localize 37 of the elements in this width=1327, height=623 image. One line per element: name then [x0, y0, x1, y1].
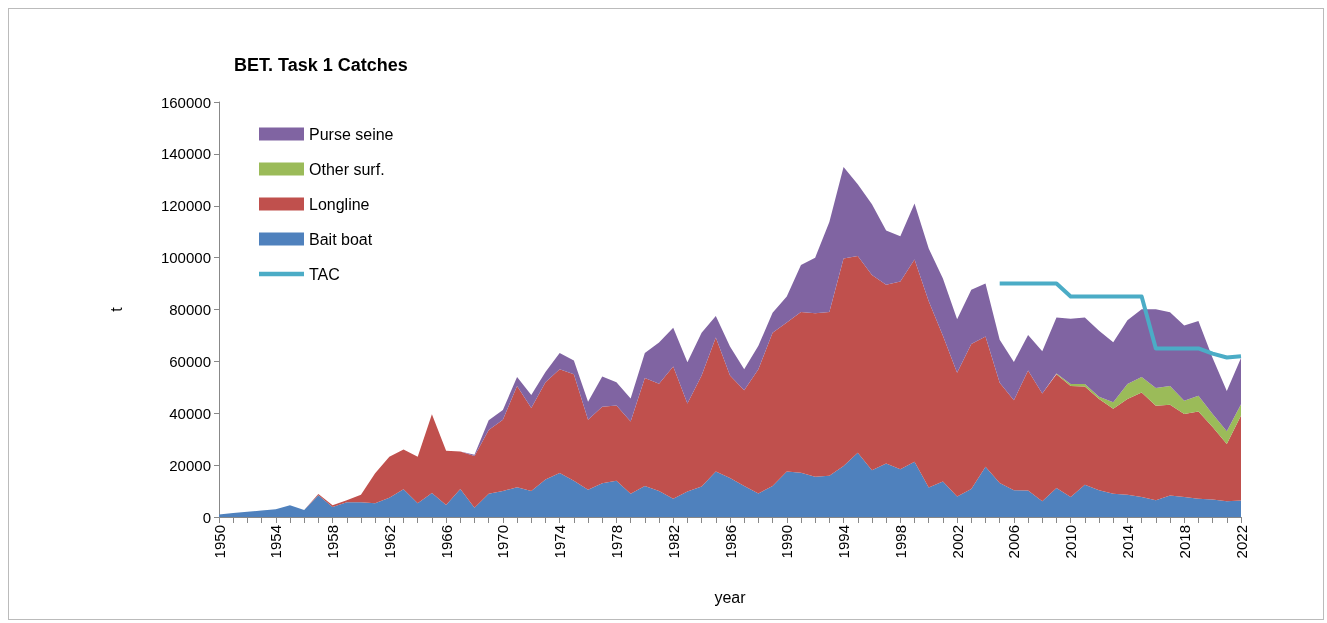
y-tick-label: 20000: [169, 456, 211, 474]
y-tick-label: 100000: [160, 249, 211, 267]
legend-label: Purse seine: [309, 125, 394, 143]
y-axis-title: t: [107, 306, 125, 312]
x-tick-label: 2006: [1005, 525, 1023, 559]
y-tick-label: 80000: [169, 301, 211, 318]
x-axis-title: year: [714, 588, 747, 606]
x-tick-label: 1974: [551, 525, 569, 559]
legend-label: Longline: [309, 195, 370, 213]
x-tick-label: 2018: [1175, 525, 1193, 559]
x-tick-label: 1958: [324, 525, 342, 559]
chart-title: BET. Task 1 Catches: [234, 55, 408, 75]
x-tick-label: 2022: [1232, 525, 1250, 559]
x-tick-label: 1962: [380, 525, 398, 559]
y-tick-label: 140000: [160, 145, 211, 163]
x-tick-label: 1994: [835, 525, 853, 559]
legend-label: Bait boat: [309, 230, 373, 248]
x-tick-label: 1986: [721, 525, 739, 559]
y-tick-label: 40000: [169, 404, 211, 422]
x-tick-label: 1998: [891, 525, 909, 559]
y-tick-label: 0: [202, 508, 211, 526]
legend-label: TAC: [309, 265, 340, 283]
y-tick-label: 120000: [160, 197, 211, 215]
x-tick-label: 1950: [210, 525, 228, 559]
x-tick-label: 1966: [437, 525, 455, 559]
x-tick-label: 1990: [778, 525, 796, 559]
line-series: [997, 281, 1243, 360]
x-tick-label: 1978: [607, 525, 625, 559]
x-tick-label: 2010: [1062, 525, 1080, 559]
x-tick-label: 2002: [948, 525, 966, 559]
x-tick-label: 2014: [1118, 525, 1136, 559]
legend-label: Other surf.: [309, 160, 385, 178]
x-tick-label: 1954: [267, 525, 285, 559]
y-tick-label: 160000: [160, 93, 211, 111]
x-tick-label: 1982: [664, 525, 682, 559]
x-tick-label: 1970: [494, 525, 512, 559]
y-tick-label: 60000: [169, 352, 211, 370]
